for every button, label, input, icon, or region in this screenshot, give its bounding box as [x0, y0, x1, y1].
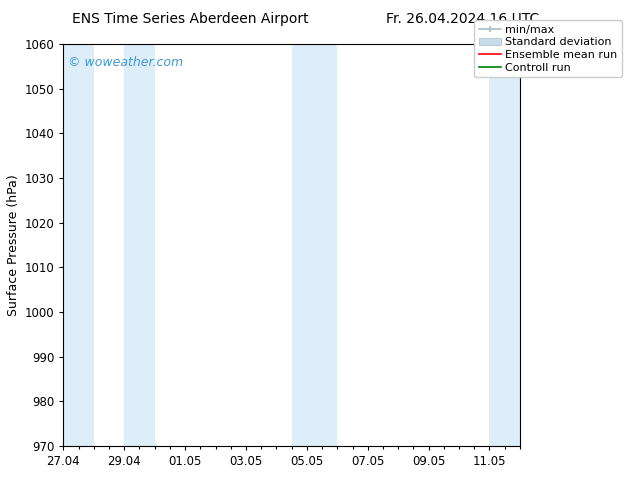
Text: Fr. 26.04.2024 16 UTC: Fr. 26.04.2024 16 UTC	[386, 12, 540, 26]
Bar	[489, 44, 520, 446]
Text: ENS Time Series Aberdeen Airport: ENS Time Series Aberdeen Airport	[72, 12, 309, 26]
Bar	[63, 44, 94, 446]
Y-axis label: Surface Pressure (hPa): Surface Pressure (hPa)	[8, 174, 20, 316]
Text: © woweather.com: © woweather.com	[68, 56, 183, 69]
Bar	[124, 44, 155, 446]
Legend: min/max, Standard deviation, Ensemble mean run, Controll run: min/max, Standard deviation, Ensemble me…	[474, 20, 622, 77]
Bar	[292, 44, 337, 446]
